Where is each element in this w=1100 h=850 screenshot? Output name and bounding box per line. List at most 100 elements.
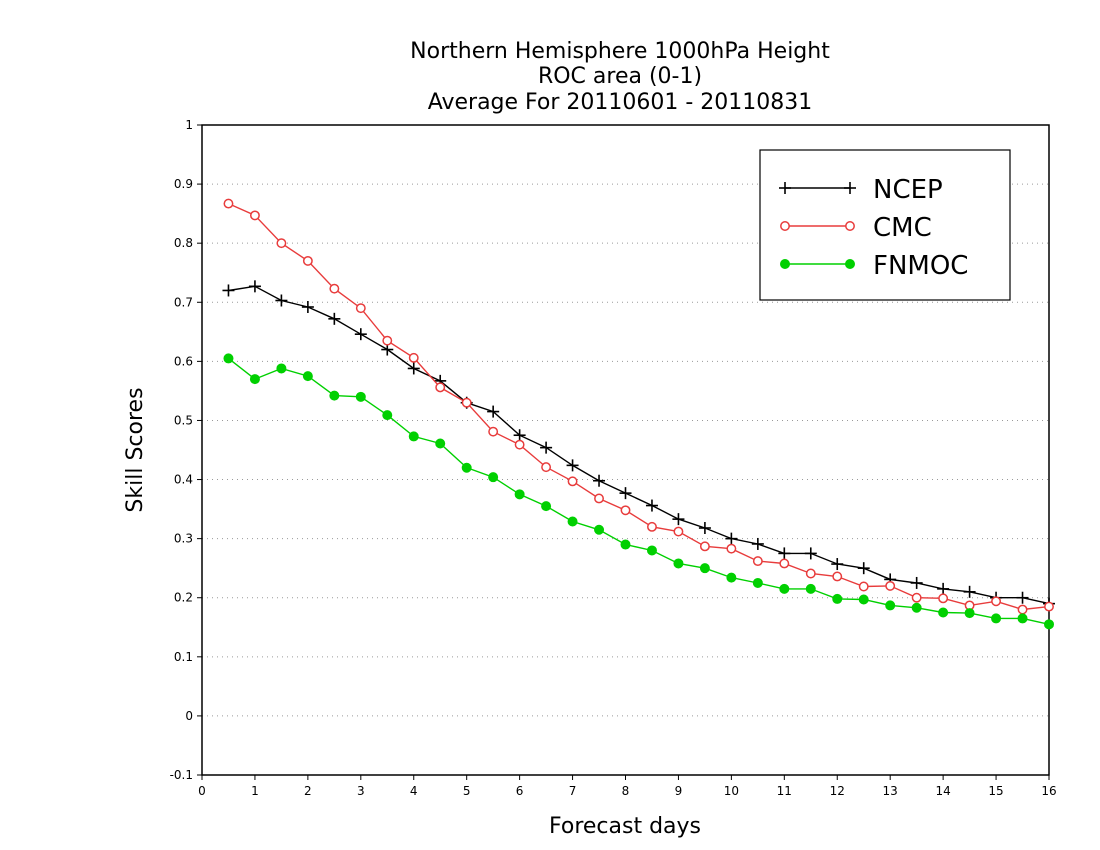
legend-marker-fnmoc <box>780 259 790 269</box>
x-tick-label: 8 <box>622 784 630 798</box>
data-point-fnmoc <box>435 438 446 449</box>
data-point-ncep <box>593 474 606 487</box>
data-point-ncep <box>778 547 791 560</box>
legend-marker-ncep <box>844 182 856 194</box>
x-tick-label: 14 <box>935 784 950 798</box>
data-point-fnmoc <box>620 539 631 550</box>
data-point-ncep <box>301 301 314 313</box>
legend-marker-cmc <box>845 221 855 231</box>
data-point-fnmoc <box>488 472 499 483</box>
series-ncep <box>222 280 1055 610</box>
x-tick-label: 16 <box>1041 784 1056 798</box>
data-point-cmc <box>382 335 393 346</box>
data-point-fnmoc <box>1017 613 1028 624</box>
data-point-cmc <box>779 558 790 569</box>
data-point-ncep <box>645 499 658 512</box>
y-tick-label: 0.7 <box>174 295 193 309</box>
data-point-cmc <box>752 556 763 567</box>
data-point-cmc <box>541 462 552 473</box>
data-point-cmc <box>567 476 578 487</box>
data-point-cmc <box>514 439 525 450</box>
data-point-cmc <box>276 238 287 249</box>
legend-label-cmc: CMC <box>873 213 932 243</box>
data-point-cmc <box>647 521 657 532</box>
series-cmc <box>223 198 1054 615</box>
y-tick-label: 0.4 <box>174 473 193 487</box>
data-point-ncep <box>407 362 420 375</box>
data-point-ncep <box>222 284 235 297</box>
x-tick-label: 9 <box>675 784 683 798</box>
data-point-ncep <box>857 562 870 575</box>
data-point-cmc <box>832 571 843 582</box>
legend-box <box>759 149 1011 301</box>
data-point-ncep <box>910 576 923 589</box>
data-point-ncep <box>937 582 950 595</box>
y-tick-label: 0.1 <box>174 650 193 664</box>
data-point-ncep <box>540 441 553 454</box>
data-point-ncep <box>328 312 341 325</box>
series-group <box>222 198 1055 630</box>
legend-marker-ncep <box>779 182 791 194</box>
data-point-cmc <box>699 541 710 552</box>
axis-ticks: -0.100.10.20.30.40.50.60.70.80.910 1 2 3 4 5 6… <box>170 118 1057 798</box>
data-point-ncep <box>831 558 844 571</box>
data-point-fnmoc <box>355 391 366 402</box>
y-tick-label: 1 <box>185 118 193 132</box>
data-point-ncep <box>487 405 500 418</box>
legend-label-ncep: NCEP <box>873 175 943 205</box>
series-line-ncep <box>228 285 1050 605</box>
data-point-cmc <box>488 426 499 437</box>
data-point-cmc <box>435 382 446 393</box>
legend-item-ncep: NCEP <box>779 175 943 205</box>
data-point-cmc <box>805 568 816 579</box>
data-point-cmc <box>1044 601 1054 612</box>
data-point-fnmoc <box>541 501 552 512</box>
data-point-cmc <box>355 303 366 314</box>
x-tick-label: 1 <box>251 784 259 798</box>
data-point-fnmoc <box>302 371 313 382</box>
data-point-fnmoc <box>779 583 790 594</box>
data-point-fnmoc <box>964 608 975 619</box>
data-point-fnmoc <box>567 516 578 527</box>
legend-item-cmc: CMC <box>780 213 932 243</box>
legend: NCEP CMC FNMOC <box>759 149 1011 301</box>
data-point-cmc <box>885 580 896 591</box>
data-point-ncep <box>1016 591 1029 604</box>
data-point-ncep <box>248 280 261 293</box>
y-tick-label: 0.6 <box>174 354 193 368</box>
data-point-cmc <box>911 592 922 603</box>
data-point-fnmoc <box>249 374 260 385</box>
data-point-cmc <box>620 505 631 516</box>
legend-marker-fnmoc <box>845 259 855 269</box>
x-tick-label: 7 <box>569 784 577 798</box>
y-tick-label: 0.5 <box>174 413 193 427</box>
y-tick-label: 0.9 <box>174 177 193 191</box>
legend-item-fnmoc: FNMOC <box>780 251 968 281</box>
data-point-cmc <box>302 255 313 266</box>
y-tick-label: 0 <box>185 709 193 723</box>
x-tick-label: 4 <box>410 784 418 798</box>
data-point-cmc <box>991 596 1002 607</box>
data-point-fnmoc <box>382 410 393 421</box>
data-point-cmc <box>673 526 684 537</box>
y-tick-label: 0.3 <box>174 532 193 546</box>
y-tick-label: 0.8 <box>174 236 193 250</box>
data-point-ncep <box>275 294 288 307</box>
x-tick-label: 12 <box>830 784 845 798</box>
data-point-ncep <box>963 585 976 598</box>
data-point-ncep <box>354 328 367 341</box>
data-point-cmc <box>726 543 737 554</box>
chart-title-line-1: Northern Hemisphere 1000hPa Height <box>410 39 830 64</box>
data-point-fnmoc <box>805 583 816 594</box>
data-point-fnmoc <box>408 431 419 442</box>
data-point-ncep <box>513 429 526 442</box>
data-point-ncep <box>725 532 738 545</box>
data-point-fnmoc <box>1044 619 1054 630</box>
data-point-ncep <box>566 459 579 472</box>
data-point-cmc <box>329 283 340 294</box>
data-point-cmc <box>223 198 234 209</box>
data-point-fnmoc <box>752 577 763 588</box>
x-tick-label: 5 <box>463 784 471 798</box>
data-point-ncep <box>698 522 711 534</box>
data-point-cmc <box>249 210 260 221</box>
